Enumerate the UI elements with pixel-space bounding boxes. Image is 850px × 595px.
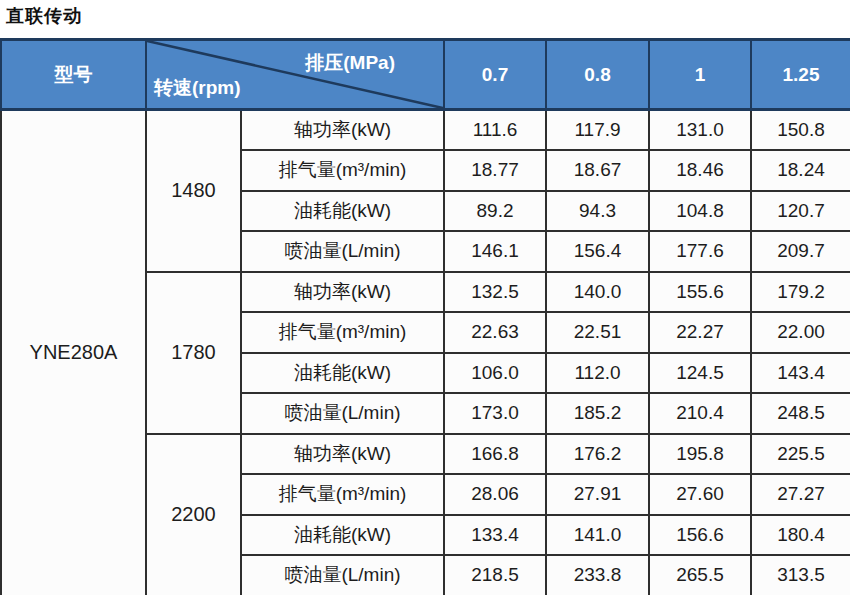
value-cell: 185.2 [546,393,649,434]
pressure-column-header: 1.25 [751,40,850,110]
value-cell: 141.0 [546,515,649,556]
param-label-cell: 轴功率(kW) [241,272,444,313]
value-cell: 156.4 [546,231,649,272]
value-cell: 111.6 [444,110,546,151]
value-cell: 166.8 [444,434,546,475]
value-cell: 22.27 [649,312,751,353]
table-row: YNE280A1480轴功率(kW)111.6117.9131.0150.8 [1,110,850,151]
value-cell: 28.06 [444,474,546,515]
value-cell: 143.4 [751,353,850,394]
value-cell: 22.51 [546,312,649,353]
value-cell: 140.0 [546,272,649,313]
value-cell: 89.2 [444,191,546,232]
value-cell: 173.0 [444,393,546,434]
value-cell: 180.4 [751,515,850,556]
diagonal-header-cell: 排压(MPa) 转速(rpm) [146,40,444,110]
pressure-axis-label: 排压(MPa) [305,50,395,76]
value-cell: 218.5 [444,555,546,595]
value-cell: 156.6 [649,515,751,556]
page-title: 直联传动 [6,4,82,28]
param-label-cell: 排气量(m³/min) [241,312,444,353]
param-label-cell: 排气量(m³/min) [241,150,444,191]
speed-axis-label: 转速(rpm) [154,75,241,101]
param-label-cell: 油耗能(kW) [241,515,444,556]
value-cell: 27.27 [751,474,850,515]
pressure-column-header: 1 [649,40,751,110]
value-cell: 313.5 [751,555,850,595]
pressure-column-header: 0.8 [546,40,649,110]
value-cell: 22.63 [444,312,546,353]
value-cell: 124.5 [649,353,751,394]
value-cell: 233.8 [546,555,649,595]
table-body: YNE280A1480轴功率(kW)111.6117.9131.0150.8排气… [1,110,850,595]
param-label-cell: 油耗能(kW) [241,353,444,394]
model-cell: YNE280A [1,110,146,595]
value-cell: 155.6 [649,272,751,313]
value-cell: 176.2 [546,434,649,475]
value-cell: 27.91 [546,474,649,515]
speed-cell: 1480 [146,110,241,272]
value-cell: 18.46 [649,150,751,191]
table-header: 型号 排压(MPa) 转速(rpm) 0.7 0.8 1 1.25 [1,40,850,110]
spec-table: 型号 排压(MPa) 转速(rpm) 0.7 0.8 1 1.25 YNE280… [0,38,850,595]
value-cell: 146.1 [444,231,546,272]
value-cell: 117.9 [546,110,649,151]
value-cell: 150.8 [751,110,850,151]
value-cell: 18.77 [444,150,546,191]
value-cell: 179.2 [751,272,850,313]
value-cell: 27.60 [649,474,751,515]
value-cell: 225.5 [751,434,850,475]
value-cell: 22.00 [751,312,850,353]
pressure-column-header: 0.7 [444,40,546,110]
value-cell: 133.4 [444,515,546,556]
value-cell: 177.6 [649,231,751,272]
value-cell: 94.3 [546,191,649,232]
value-cell: 248.5 [751,393,850,434]
model-column-header: 型号 [1,40,146,110]
value-cell: 18.67 [546,150,649,191]
value-cell: 112.0 [546,353,649,394]
value-cell: 210.4 [649,393,751,434]
param-label-cell: 喷油量(L/min) [241,555,444,595]
param-label-cell: 油耗能(kW) [241,191,444,232]
page: 直联传动 型号 排压(MPa) 转速(rpm) 0.7 [0,0,850,595]
value-cell: 132.5 [444,272,546,313]
param-label-cell: 轴功率(kW) [241,110,444,151]
param-label-cell: 轴功率(kW) [241,434,444,475]
value-cell: 104.8 [649,191,751,232]
speed-cell: 2200 [146,434,241,595]
param-label-cell: 排气量(m³/min) [241,474,444,515]
value-cell: 120.7 [751,191,850,232]
value-cell: 195.8 [649,434,751,475]
value-cell: 265.5 [649,555,751,595]
value-cell: 106.0 [444,353,546,394]
value-cell: 18.24 [751,150,850,191]
value-cell: 131.0 [649,110,751,151]
speed-cell: 1780 [146,272,241,434]
param-label-cell: 喷油量(L/min) [241,231,444,272]
param-label-cell: 喷油量(L/min) [241,393,444,434]
header-row: 型号 排压(MPa) 转速(rpm) 0.7 0.8 1 1.25 [1,40,850,110]
value-cell: 209.7 [751,231,850,272]
